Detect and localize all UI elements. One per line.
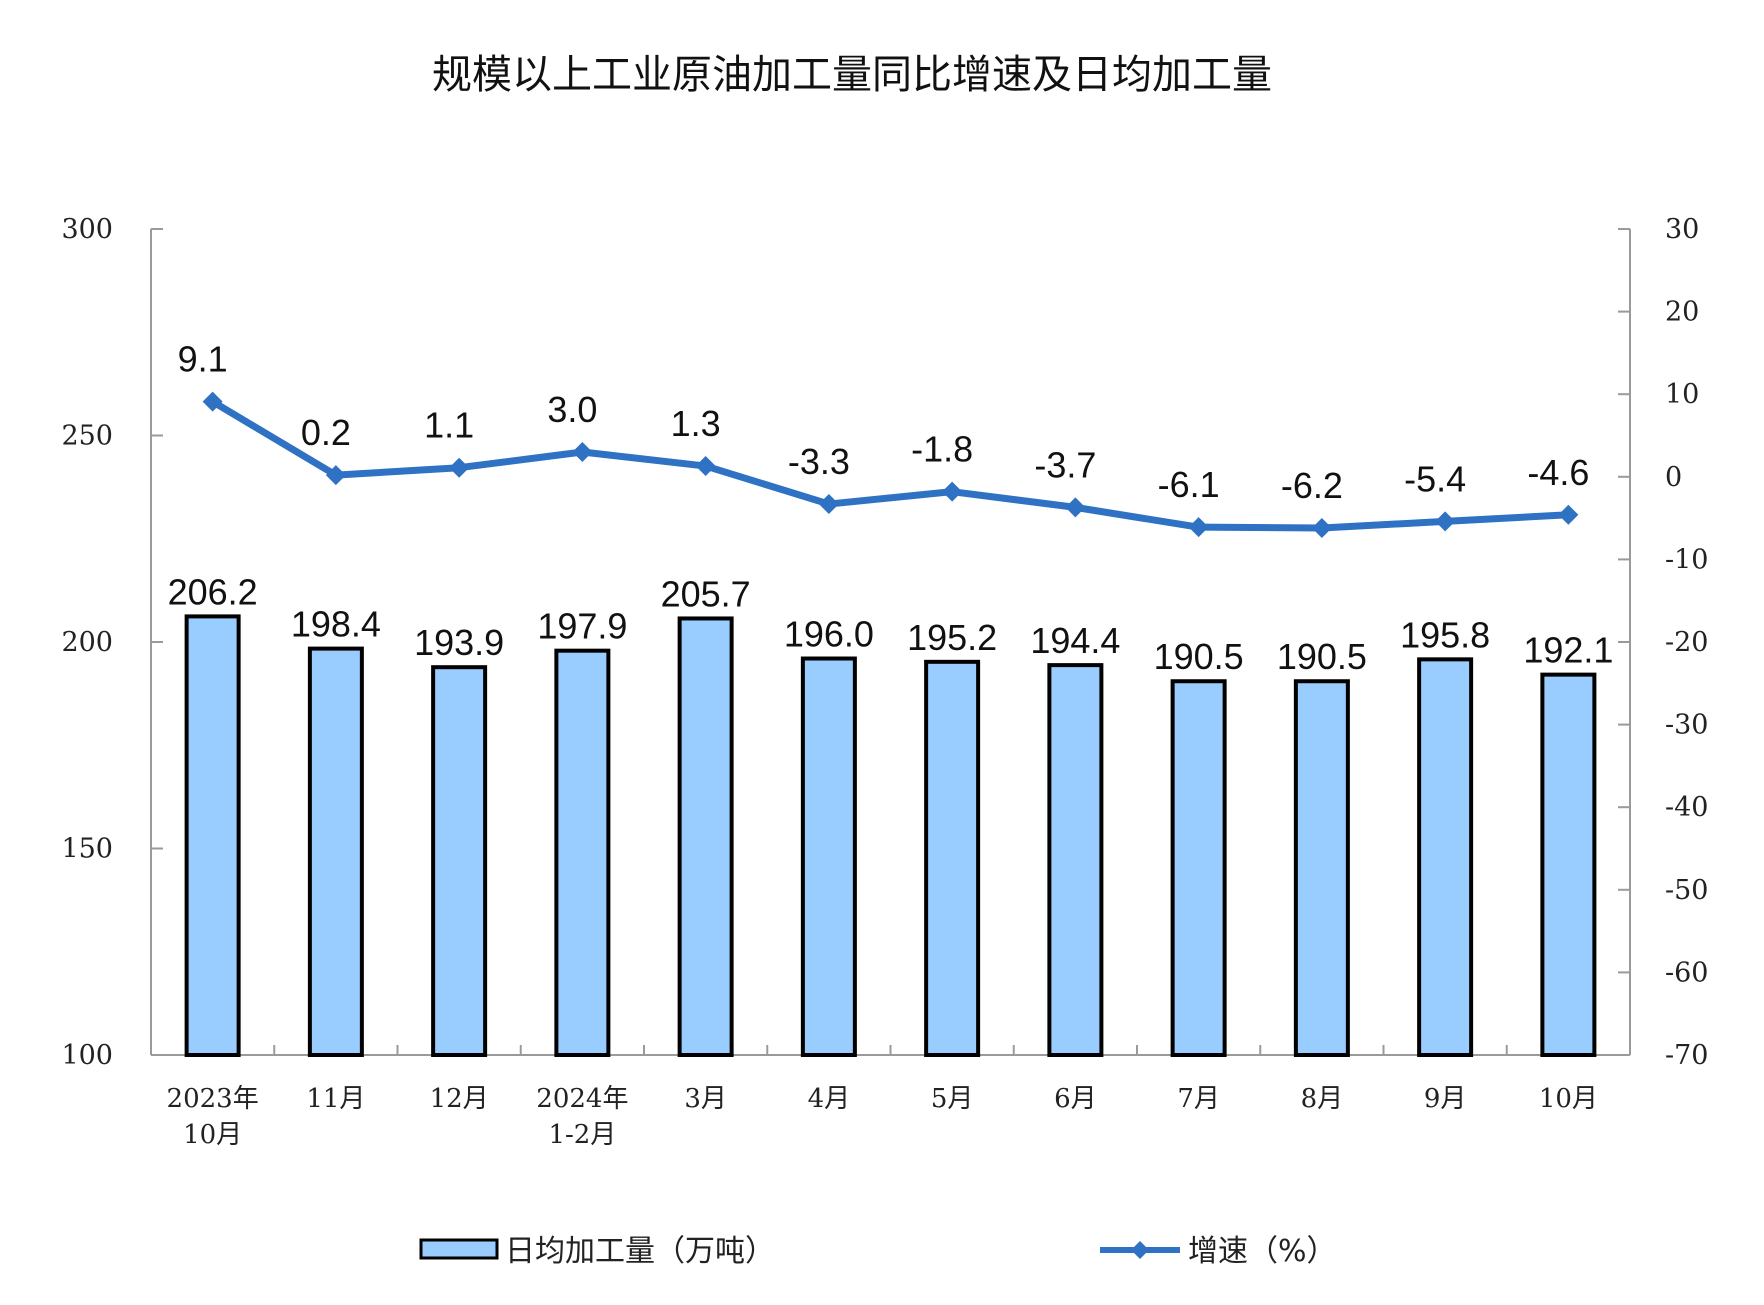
right-tick-label: -60 [1665,957,1708,988]
bar-series: 206.2 198.4 193.9 197.9 205.7 196.0 195.2 194.4… [168,571,1613,1058]
legend: 日均加工量（万吨） 增速（%） [419,1234,1337,1269]
right-axis: 30 20 10 0 -10 -20 -30 -40 -50 -60 -70 [1618,214,1708,1071]
line-value-label: -4.6 [1527,452,1589,493]
right-tick-label: -20 [1665,627,1708,658]
line-value-label: 1.3 [671,403,721,444]
bar-value-label: 190.5 [1277,636,1367,677]
bar-value-label: 206.2 [168,571,258,612]
chart-title: 规模以上工业原油加工量同比增速及日均加工量 [432,52,1272,98]
x-axis: 2023年 10月 11月 12月 2024年 1-2月 3月 4月 5月 6月 7月 8月 9月 10月 [151,1045,1630,1150]
right-tick-label: 0 [1665,462,1682,493]
bar [431,665,488,1057]
diamond-marker-icon [1065,497,1086,518]
bar [800,656,857,1058]
x-category-label: 4月 [808,1084,851,1114]
line-value-label: -3.3 [788,441,850,482]
line-value-label: -3.7 [1034,444,1096,485]
bar-value-label: 195.8 [1400,614,1490,655]
bar [184,614,241,1057]
growth-line [210,398,1569,532]
diamond-marker-icon [942,481,963,502]
x-category-label: 12月 [430,1084,489,1114]
x-category-label: 7月 [1177,1084,1220,1114]
diamond-marker-icon [1188,517,1209,538]
bar [1417,657,1474,1057]
diamond-marker-icon [202,391,223,412]
right-tick-label: 30 [1665,214,1699,245]
diamond-marker-icon [449,457,470,478]
right-tick-label: -40 [1665,792,1708,823]
diamond-marker-icon [572,442,593,463]
x-category-label: 3月 [684,1084,727,1114]
bar-value-label: 198.4 [291,604,381,645]
line-value-label: 0.2 [301,412,351,453]
bar [1170,679,1227,1057]
bar [677,616,734,1057]
bar [1047,663,1104,1057]
x-category-label: 9月 [1424,1084,1467,1114]
right-tick-label: -10 [1665,544,1708,575]
bar-value-label: 205.7 [661,573,751,614]
line-series: 9.1 0.2 1.1 3.0 1.3 -3.3 -1.8 -3.7 -6.1 -6.2 -5.4 -… [178,339,1589,539]
bar-value-label: 193.9 [414,622,504,663]
right-tick-label: -30 [1665,710,1708,741]
legend-bar-swatch [419,1238,499,1260]
bar [307,646,364,1057]
bar [924,659,981,1057]
bar-value-label: 190.5 [1154,636,1244,677]
line-value-label: -5.4 [1404,458,1466,499]
line-value-label: -1.8 [911,429,973,470]
right-tick-label: -70 [1665,1040,1708,1071]
diamond-marker-icon [1435,511,1456,532]
right-tick-label: 20 [1665,297,1699,328]
bar [554,648,611,1057]
bar-value-label: 194.4 [1030,620,1120,661]
legend-item-line: 增速（%） [1100,1234,1337,1269]
x-category-label: 2024年 1-2月 [536,1084,628,1150]
left-tick-label: 100 [61,1040,113,1071]
x-category-label: 11月 [306,1084,365,1114]
left-axis: 100 150 200 250 300 [61,214,163,1071]
line-value-label: 1.1 [424,405,474,446]
x-category-label: 5月 [931,1084,974,1114]
bar [1540,672,1597,1057]
diamond-marker-icon [1131,1241,1149,1259]
diamond-marker-icon [695,456,716,477]
diamond-marker-icon [325,465,346,486]
line-value-label: -6.2 [1281,465,1343,506]
left-tick-label: 250 [61,421,113,452]
bar-value-label: 195.2 [907,617,997,658]
line-value-label: 3.0 [547,389,597,430]
bar [1293,679,1350,1057]
bar-value-label: 192.1 [1523,630,1613,671]
bar-value-label: 197.9 [537,606,627,647]
diamond-marker-icon [1311,518,1332,539]
left-tick-label: 300 [61,214,113,245]
right-tick-label: -50 [1665,875,1708,906]
line-value-label: 9.1 [178,339,228,380]
diamond-marker-icon [818,494,839,515]
legend-line-label: 增速（%） [1188,1234,1337,1269]
diamond-marker-icon [1558,504,1579,525]
line-value-label: -6.1 [1158,464,1220,505]
x-category-label: 8月 [1301,1084,1344,1114]
legend-bar-label: 日均加工量（万吨） [505,1234,775,1269]
x-category-label: 10月 [1539,1084,1598,1114]
left-tick-label: 200 [61,627,113,658]
left-tick-label: 150 [61,834,113,865]
bar-value-label: 196.0 [784,614,874,655]
right-tick-label: 10 [1665,379,1699,410]
x-category-label: 2023年 10月 [167,1084,259,1150]
x-category-label: 6月 [1054,1084,1097,1114]
legend-item-bars: 日均加工量（万吨） [419,1234,775,1269]
